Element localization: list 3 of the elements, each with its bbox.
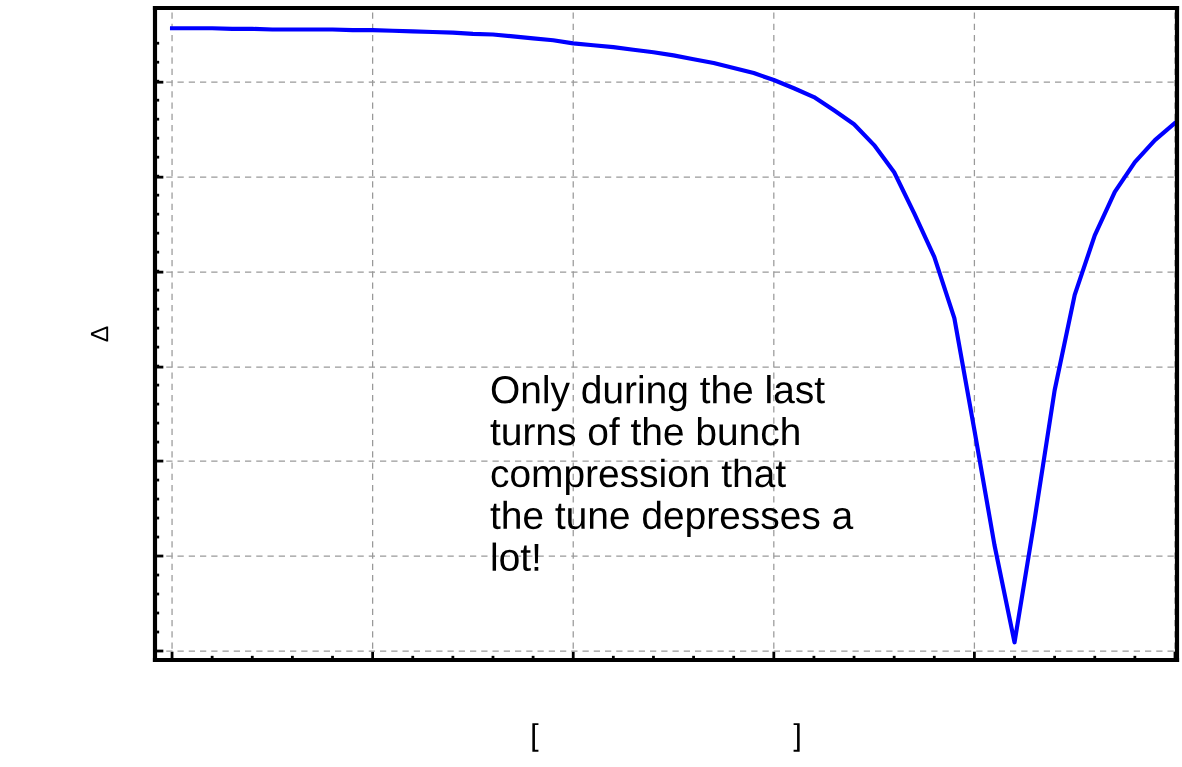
annotation: Only during the last turns of the bunch compression that the tune depresses a lot!: [490, 375, 854, 572]
y-axis-title: Δ: [90, 326, 109, 342]
x-axis-title: [ ]: [532, 723, 800, 752]
